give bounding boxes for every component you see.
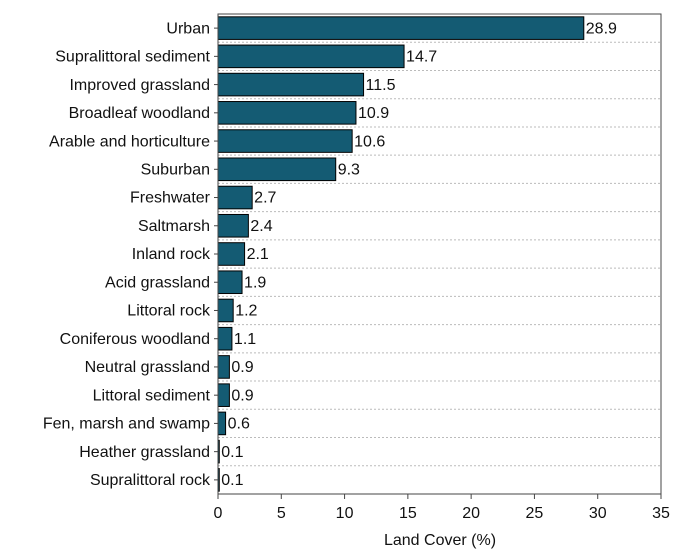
value-label: 10.9 [358,105,389,122]
bar [217,44,405,69]
x-tick-label: 5 [277,505,286,522]
x-tick-label: 20 [462,505,480,522]
bar [217,157,337,182]
x-tick-label: 25 [526,505,544,522]
bar [217,16,585,40]
value-label: 0.6 [228,416,250,433]
y-tick-label: Arable and horticulture [49,133,210,150]
y-tick-label: Heather grassland [79,444,210,461]
y-tick-label: Supralittoral sediment [55,49,210,66]
bar [217,270,243,295]
y-tick-label: Freshwater [130,190,211,207]
value-label: 1.1 [234,331,256,348]
y-tick-label: Saltmarsh [138,218,210,235]
x-tick-label: 15 [399,505,417,522]
value-label: 2.4 [250,218,272,235]
value-label: 1.9 [244,274,266,291]
y-tick-label: Improved grassland [69,77,210,94]
bar [217,411,227,436]
value-label: 11.5 [366,77,396,94]
value-label: 0.1 [221,444,243,461]
bar [217,185,253,210]
y-tick-label: Coniferous woodland [60,331,210,348]
y-tick-label: Acid grassland [105,274,210,291]
plot-frame [217,13,662,495]
value-label: 1.2 [235,303,257,320]
x-tick-label: 35 [652,505,670,522]
bar [217,355,230,379]
x-tick-label: 0 [214,505,223,522]
value-label: 0.9 [231,387,253,404]
value-label: 10.6 [354,133,385,150]
value-label: 0.1 [221,472,243,489]
y-tick-label: Littoral sediment [93,387,211,404]
y-tick-label: Urban [166,20,210,37]
y-tick-label: Neutral grassland [85,359,210,376]
value-label: 28.9 [586,20,617,37]
x-axis-title: Land Cover (%) [384,532,496,549]
bar [217,129,353,153]
y-tick-label: Suburban [141,162,210,179]
bar [217,213,249,238]
x-tick-label: 30 [589,505,607,522]
bar [217,101,357,125]
y-tick-label: Littoral rock [127,303,211,320]
bar [217,72,365,97]
value-label: 0.9 [231,359,253,376]
y-tick-label: Supralittoral rock [90,472,211,489]
value-label: 2.7 [254,190,276,207]
bar [217,298,234,323]
bar [217,383,230,407]
x-tick-label: 10 [336,505,354,522]
value-label: 2.1 [247,246,269,263]
y-tick-label: Inland rock [132,246,211,263]
y-tick-label: Broadleaf woodland [69,105,210,122]
bar [217,242,246,266]
value-label: 9.3 [338,162,360,179]
bar [217,326,233,351]
value-label: 14.7 [406,49,437,66]
y-tick-label: Fen, marsh and swamp [43,416,210,433]
